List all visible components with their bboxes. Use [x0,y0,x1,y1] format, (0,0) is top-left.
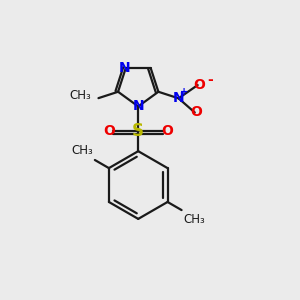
Text: CH₃: CH₃ [183,213,205,226]
Text: -: - [207,73,213,87]
Text: S: S [132,122,144,140]
Text: N: N [132,99,144,113]
Text: O: O [190,106,202,119]
Text: O: O [193,78,205,92]
Text: O: O [162,124,174,138]
Text: N: N [173,91,184,105]
Text: CH₃: CH₃ [72,144,93,157]
Text: CH₃: CH₃ [69,89,91,102]
Text: N: N [118,61,130,75]
Text: +: + [180,87,188,97]
Text: O: O [103,124,115,138]
